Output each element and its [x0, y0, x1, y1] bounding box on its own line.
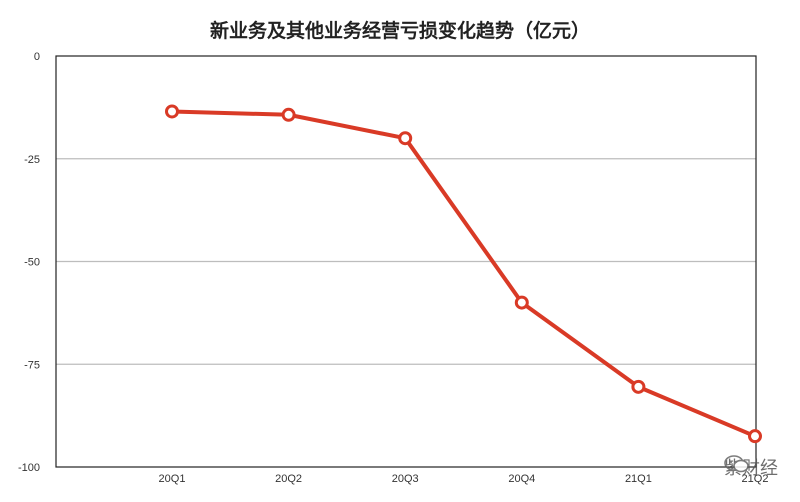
x-tick-label: 20Q3: [392, 473, 419, 485]
x-tick-label: 20Q2: [275, 473, 302, 485]
x-tick-label: 21Q1: [625, 473, 652, 485]
data-point: [165, 104, 179, 119]
chart-title: 新业务及其他业务经营亏损变化趋势（亿元）: [209, 20, 590, 42]
plot-frame: [55, 55, 757, 468]
x-tick-label: 20Q4: [508, 473, 535, 485]
data-point: [631, 379, 646, 394]
y-tick-label: -75: [24, 359, 40, 371]
wechat-icon: [724, 455, 749, 473]
y-tick-label: 0: [34, 51, 40, 63]
y-tick-label: -100: [18, 462, 40, 474]
x-tick-label: 21Q2: [742, 473, 769, 485]
y-tick-label: -25: [24, 154, 40, 166]
watermark: 紫财经: [724, 454, 778, 480]
x-tick-label: 20Q1: [159, 473, 186, 485]
data-point: [398, 131, 413, 146]
data-point: [281, 107, 296, 122]
data-point: [748, 429, 762, 444]
y-tick-label: -50: [24, 257, 40, 269]
data-point: [514, 295, 529, 310]
series-line: [170, 109, 757, 439]
